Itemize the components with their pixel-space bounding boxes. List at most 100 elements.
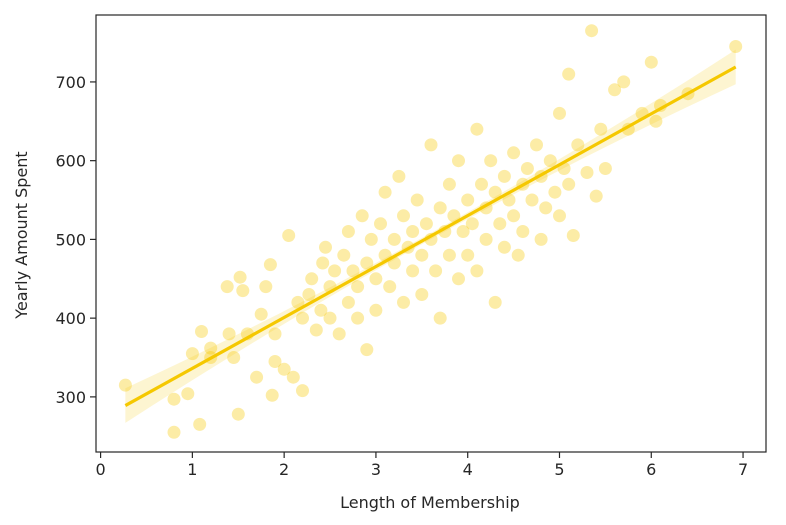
data-point (397, 209, 410, 223)
data-point (222, 327, 236, 341)
x-tick-label: 0 (95, 460, 105, 479)
data-point (608, 83, 622, 97)
data-point (410, 193, 424, 207)
data-point (233, 270, 247, 284)
data-point (553, 209, 566, 223)
data-point (562, 177, 576, 191)
data-point (118, 378, 132, 392)
data-point (250, 370, 264, 384)
data-point (263, 258, 277, 272)
data-point (259, 280, 273, 294)
data-point (452, 272, 465, 286)
data-point (461, 193, 475, 207)
data-point (644, 55, 658, 69)
data-point (291, 295, 305, 309)
data-point (497, 240, 511, 254)
data-point (369, 303, 383, 317)
data-point (534, 232, 548, 246)
data-point (419, 217, 433, 231)
data-point (231, 407, 245, 421)
data-point (580, 166, 594, 179)
data-point (617, 75, 631, 89)
data-point (387, 232, 401, 246)
y-tick-label: 400 (55, 309, 86, 328)
data-point (475, 177, 488, 191)
data-point (433, 201, 447, 215)
data-point (424, 138, 438, 152)
data-point (360, 256, 374, 270)
data-point (589, 189, 603, 203)
y-tick-label: 300 (55, 388, 86, 407)
data-point (415, 288, 429, 301)
data-point (539, 201, 553, 215)
data-point (406, 264, 420, 278)
data-point (282, 229, 296, 242)
data-point (406, 225, 420, 238)
data-point (497, 169, 511, 183)
data-point (415, 248, 429, 262)
data-point (204, 341, 218, 355)
data-point (461, 248, 475, 262)
data-point (530, 138, 543, 152)
data-point (729, 40, 743, 53)
data-point (452, 154, 465, 168)
scatter-points (118, 24, 743, 439)
x-tick-label: 5 (554, 460, 564, 479)
data-point (305, 272, 319, 286)
data-point (553, 106, 566, 120)
data-point (328, 264, 342, 278)
data-point (286, 370, 300, 384)
data-point (323, 311, 337, 325)
data-point (302, 288, 316, 301)
y-tick-label: 600 (55, 152, 86, 171)
data-point (594, 122, 608, 136)
data-point (562, 67, 576, 81)
data-point (185, 347, 199, 361)
data-point (516, 225, 530, 238)
data-point (296, 311, 309, 325)
data-point (309, 323, 323, 337)
data-point (507, 209, 521, 223)
data-point (493, 217, 507, 231)
data-point (374, 217, 387, 231)
data-point (167, 425, 181, 439)
data-point (254, 307, 268, 321)
data-point (351, 280, 365, 294)
data-point (378, 185, 392, 199)
x-axis-ticks: 0 1 2 3 4 5 6 7 (95, 452, 748, 479)
data-point (548, 185, 562, 199)
data-point (337, 248, 351, 262)
data-point (364, 232, 378, 246)
data-point (456, 225, 470, 238)
data-point (649, 114, 663, 128)
data-point (316, 256, 330, 270)
x-tick-label: 7 (738, 460, 748, 479)
y-axis-ticks: 300 400 500 600 700 (55, 73, 96, 407)
data-point (167, 392, 181, 406)
data-point (470, 264, 484, 278)
data-point (383, 280, 397, 294)
data-point (265, 388, 279, 402)
data-point (484, 154, 498, 168)
regression-line (124, 65, 737, 407)
data-point (268, 327, 282, 341)
data-point (525, 193, 539, 207)
data-point (433, 311, 447, 325)
data-point (195, 325, 208, 338)
data-point (543, 154, 557, 168)
plot-frame (95, 14, 767, 453)
data-point (397, 295, 410, 309)
data-point (314, 303, 328, 317)
data-point (442, 248, 456, 262)
data-point (465, 217, 479, 231)
trend-line (124, 65, 737, 407)
data-point (351, 311, 365, 325)
data-point (227, 351, 241, 364)
data-point (447, 209, 461, 223)
x-tick-label: 3 (371, 460, 381, 479)
y-tick-label: 500 (55, 230, 86, 249)
data-point (429, 264, 443, 278)
x-axis-label: Length of Membership (340, 493, 520, 512)
data-point (236, 284, 250, 298)
